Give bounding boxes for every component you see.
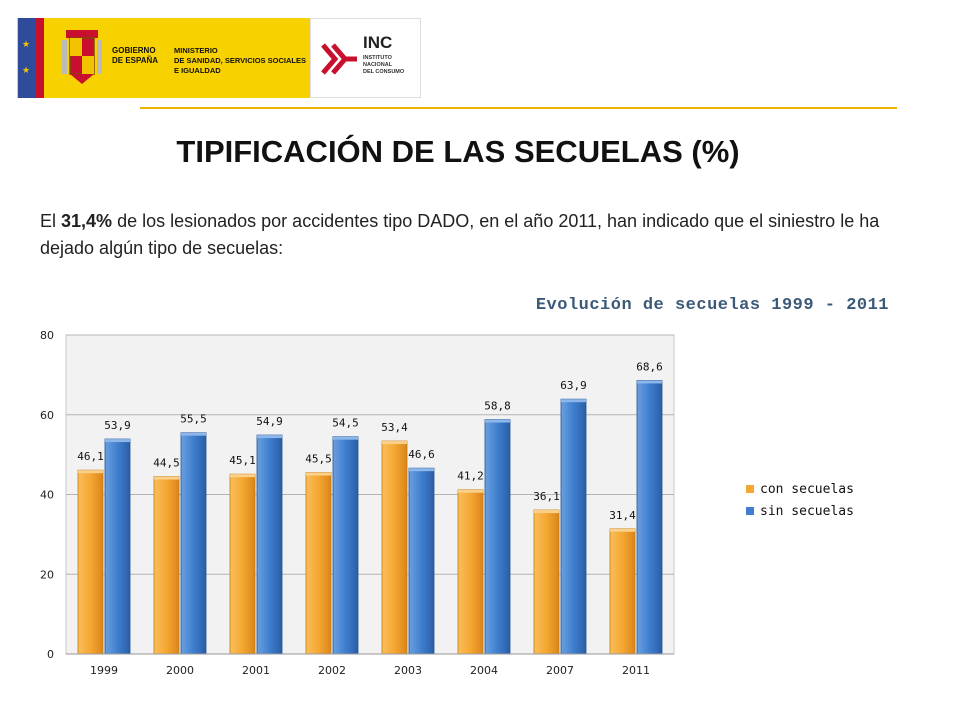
bar-top-cap [78,470,103,474]
bar-top-cap [105,439,130,443]
inc-subtitle: INSTITUTO NACIONAL DEL CONSUMO [363,55,405,75]
data-label: 46,1 [77,450,104,463]
y-tick-label: 20 [40,568,54,581]
data-label: 45,5 [305,453,332,466]
x-tick-label: 2011 [622,664,650,677]
legend-item-con-secuelas: con secuelas [746,478,854,500]
government-logo-banner: ★ ★ GOBIERNO DE ESPAÑA MINISTERIO DE SAN… [17,18,421,98]
x-tick-label: 2000 [166,664,194,677]
header-divider [140,107,897,109]
bar-top-cap [458,489,483,493]
bar-top-cap [306,472,331,476]
intro-paragraph: El 31,4% de los lesionados por accidente… [40,211,880,258]
data-label: 53,9 [104,419,131,432]
bar-con-secuelas [153,476,180,655]
x-tick-label: 2004 [470,664,498,677]
y-tick-label: 0 [47,648,54,661]
bar-top-cap [409,468,434,472]
legend-swatch [746,507,754,515]
bar-top-cap [333,436,358,440]
y-tick-label: 80 [40,329,54,342]
bar-top-cap [230,474,255,478]
data-label: 41,2 [457,470,484,483]
data-label: 63,9 [560,379,587,392]
x-tick-label: 2001 [242,664,270,677]
bar-top-cap [637,380,662,384]
bar-con-secuelas [457,489,484,655]
bar-con-secuelas [533,509,560,655]
bar-chart: 0 20 40 60 80 46,1 53,9 1999 44,5 55,5 2000 45,1 54,… [40,329,675,677]
data-label: 54,9 [256,415,283,428]
bar-sin-secuelas [408,467,435,655]
coat-of-arms-icon [62,30,102,84]
bar-sin-secuelas [104,438,131,655]
data-label: 55,5 [180,413,207,426]
legend-item-sin-secuelas: sin secuelas [746,500,854,522]
data-label: 58,8 [484,400,511,413]
data-label: 44,5 [153,457,180,470]
bar-top-cap [561,399,586,403]
bar-top-cap [181,432,206,436]
bar-top-cap [485,419,510,423]
bar-con-secuelas [381,440,408,655]
star-icon: ★ [22,40,31,50]
eu-flag-strip: ★ ★ [18,18,44,98]
bar-sin-secuelas [636,380,663,655]
page-title: TIPIFICACIÓN DE LAS SECUELAS (%) [176,134,740,169]
data-label: 54,5 [332,417,359,430]
data-label: 68,6 [636,360,663,373]
inc-logo: INC INSTITUTO NACIONAL DEL CONSUMO [310,18,421,98]
x-tick-label: 2007 [546,664,574,677]
bar-sin-secuelas [560,398,587,655]
bar-sin-secuelas [180,432,207,655]
data-label: 31,4 [609,509,636,522]
bar-con-secuelas [229,473,256,655]
y-tick-label: 60 [40,409,54,422]
highlight-percentage: 31,4% [61,211,113,231]
bar-top-cap [382,441,407,445]
bar-sin-secuelas [484,419,511,655]
bar-top-cap [257,435,282,439]
bar-con-secuelas [609,528,636,655]
data-label: 45,1 [229,454,256,467]
gobierno-text: GOBIERNO DE ESPAÑA [112,46,159,65]
chart-legend: con secuelas sin secuelas [746,478,854,522]
legend-swatch [746,485,754,493]
x-tick-label: 2003 [394,664,422,677]
bar-top-cap [534,510,559,514]
x-tick-label: 2002 [318,664,346,677]
bar-sin-secuelas [256,434,283,655]
chart-title: Evolución de secuelas 1999 - 2011 [535,296,889,315]
ministerio-text: MINISTERIO DE SANIDAD, SERVICIOS SOCIALE… [174,46,306,75]
bar-con-secuelas [305,472,332,655]
data-label: 46,6 [408,448,435,461]
star-icon: ★ [22,66,31,76]
bar-con-secuelas [77,469,104,655]
y-tick-label: 40 [40,489,54,502]
data-label: 53,4 [381,421,408,434]
data-label: 36,1 [533,490,560,503]
bar-top-cap [154,476,179,480]
inc-name: INC [363,33,393,52]
bar-top-cap [610,528,635,532]
bar-sin-secuelas [332,436,359,655]
x-tick-label: 1999 [90,664,118,677]
inc-mark-icon [321,43,357,75]
